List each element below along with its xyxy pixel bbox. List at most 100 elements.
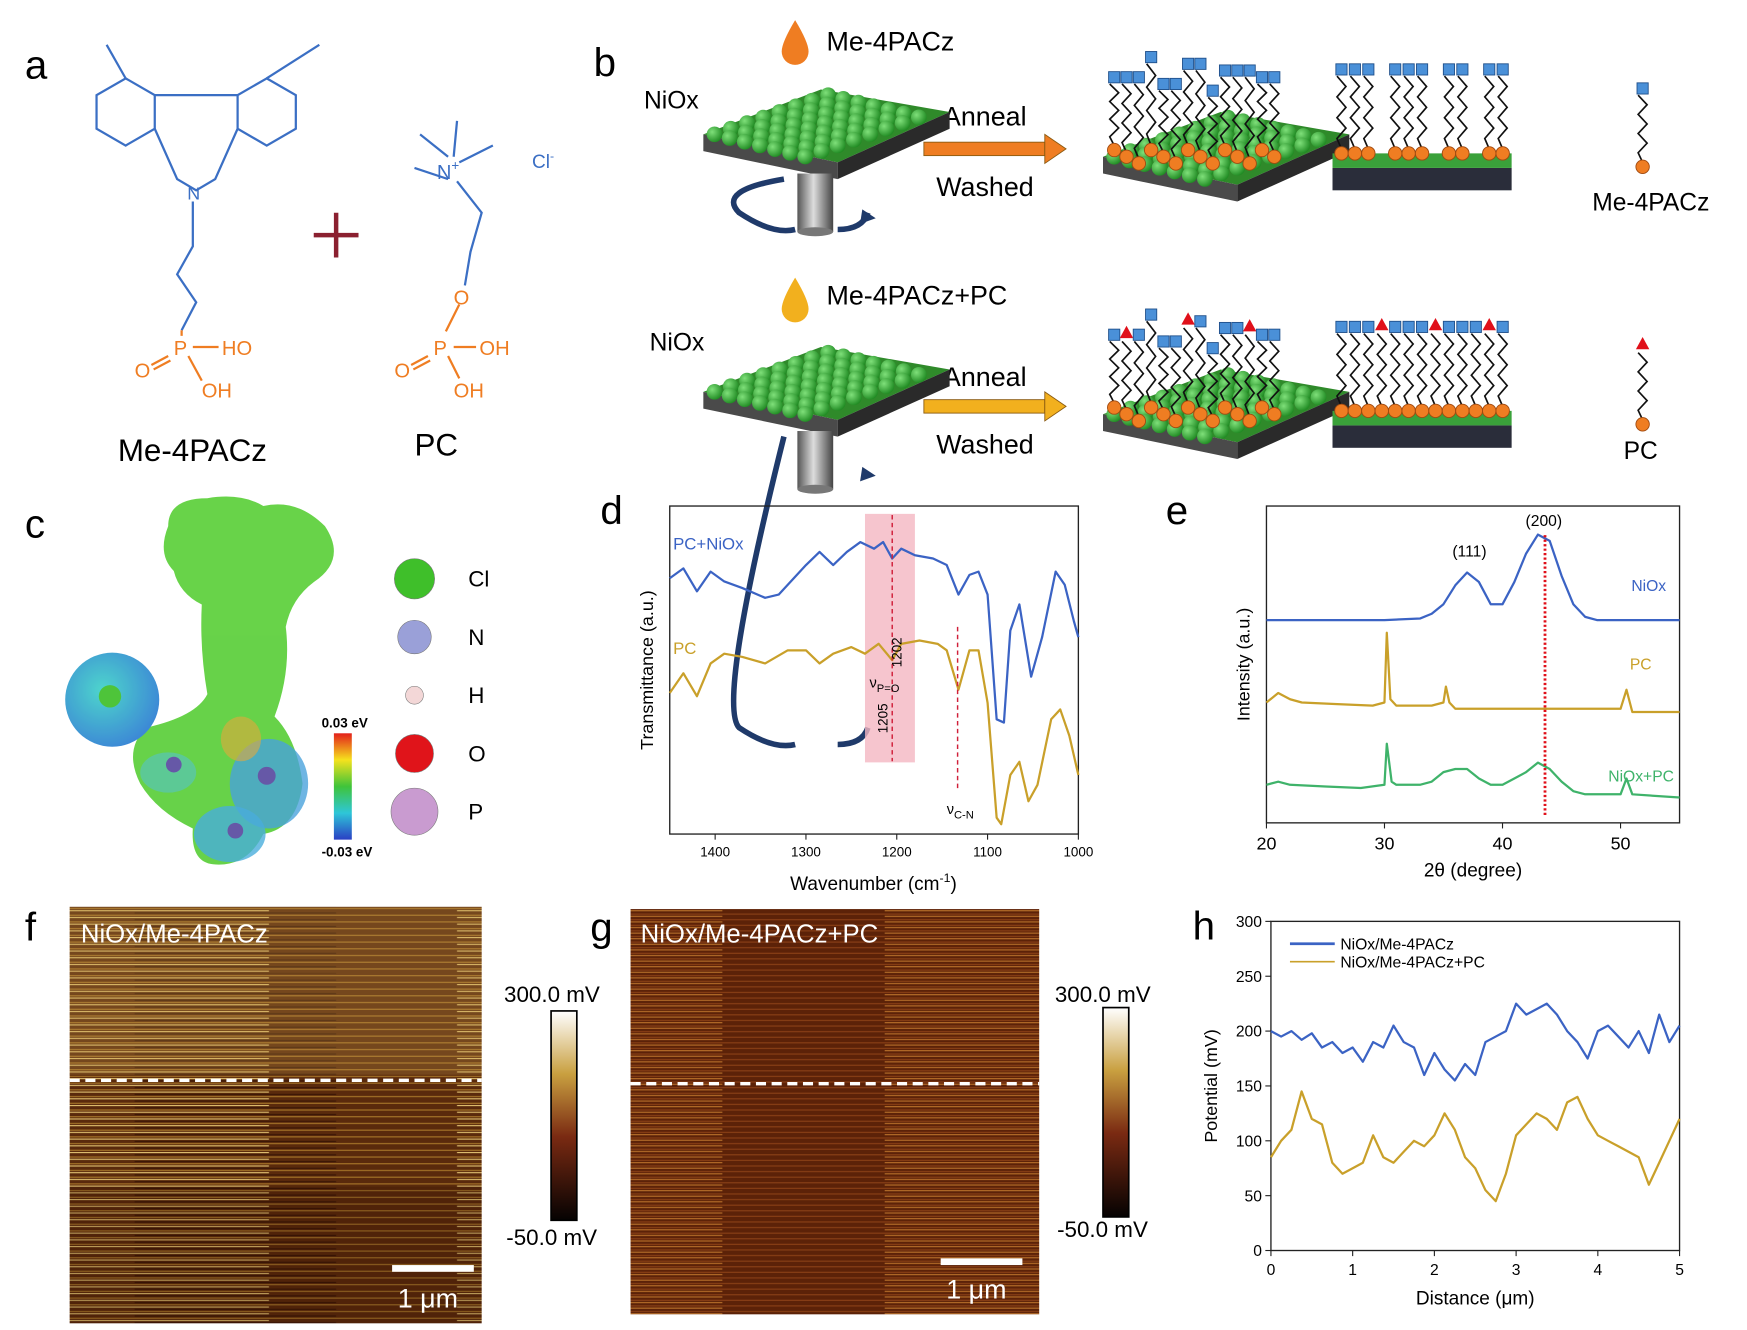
nio-nanoparticle: [1197, 428, 1213, 445]
nio-nanoparticle: [1294, 394, 1311, 411]
atom-oh-pc-1: OH: [479, 338, 509, 360]
substrate-cross-section: [1332, 167, 1512, 191]
esp-scale-min: -0.03 eV: [322, 844, 373, 859]
c-n-stretch-label: νC-N: [947, 802, 974, 821]
anchor-group: [1180, 400, 1196, 415]
carbazole-head: [1362, 320, 1375, 333]
x-tick-label: 20: [1256, 834, 1276, 854]
series-line-pc-niox: [669, 540, 1080, 724]
carbazole-head: [1416, 63, 1429, 76]
carbazole-head: [1348, 320, 1361, 333]
carbazole-head: [1218, 64, 1232, 77]
alkyl-chain: [1207, 96, 1219, 160]
nio-nanoparticle: [846, 389, 862, 406]
carbazole-head: [1469, 320, 1482, 333]
y-axis-label: Potential (mV): [1201, 1029, 1221, 1142]
anchor-group: [1482, 146, 1497, 161]
series-line-niox: [1266, 533, 1680, 622]
nio-substrate: [703, 344, 950, 437]
colorbar-max: 300.0 mV: [504, 982, 600, 1007]
alkyl-chain: [1349, 333, 1361, 407]
nio-nanoparticle: [782, 402, 798, 419]
scale-bar: [392, 1265, 474, 1272]
panel-b-label: b: [594, 40, 616, 85]
carbazole-head: [1496, 320, 1509, 333]
carbazole-head: [1636, 82, 1649, 95]
substrate-label: NiOx: [650, 329, 705, 356]
anchor-group: [1401, 146, 1416, 161]
kpfm-image-f: [69, 906, 482, 1324]
carbazole-head: [1157, 335, 1170, 348]
carbazole-head: [1389, 63, 1402, 76]
step-anneal-label: Anneal: [943, 101, 1027, 131]
alkyl-chain: [1389, 75, 1401, 150]
substrate-side: [1237, 391, 1350, 460]
carbazole-head: [1206, 84, 1219, 97]
spin-coater-base: [797, 484, 834, 494]
y-tick-label: 150: [1236, 1079, 1262, 1096]
alkyl-chain: [1443, 333, 1455, 407]
nio-nanoparticle: [1197, 171, 1213, 187]
process-arrow: [923, 399, 1046, 414]
substrate-front: [703, 391, 838, 437]
p-o-stretch-label: νP=O: [870, 675, 900, 694]
legend-label-cl: Cl: [468, 567, 489, 592]
alkyl-chain: [1456, 75, 1468, 150]
pc-head-triangle: [1181, 312, 1195, 325]
alkyl-chain: [1108, 340, 1120, 404]
step-anneal-label: Anneal: [943, 362, 1027, 392]
alkyl-chain: [1456, 333, 1468, 407]
molecule-label: Me-4PACz: [1592, 189, 1709, 216]
nio-nanoparticle: [767, 398, 783, 415]
alkyl-chain: [1429, 333, 1442, 407]
carbazole-head: [1157, 77, 1170, 91]
peak-200-label: (200): [1526, 513, 1563, 530]
rotation-arrowhead-icon: [860, 209, 876, 224]
anchor-group: [1441, 403, 1457, 419]
nio-nanoparticle: [1213, 165, 1229, 182]
atom-o: O: [135, 360, 151, 382]
anchor-group: [1242, 156, 1257, 171]
colorbar-min: -50.0 mV: [506, 1225, 597, 1250]
alkyl-chain: [1268, 340, 1280, 411]
anchor-group: [1495, 146, 1510, 161]
carbazole-head: [1108, 71, 1121, 84]
panel-e-xrd-chart: e 20 30 40 50 2θ (degree) Intensity (a.u.) (111…: [1166, 488, 1681, 882]
carbazole-head: [1483, 63, 1496, 76]
alkyl-chain: [1403, 75, 1415, 150]
alkyl-chain: [1335, 333, 1348, 407]
alkyl-chain: [1219, 76, 1231, 146]
carbazole-head: [1268, 328, 1281, 341]
carbazole-head: [1442, 63, 1455, 76]
nio-nanoparticle: [862, 383, 878, 400]
nio-nanoparticle: [1294, 137, 1311, 154]
anchor-group: [1242, 413, 1257, 429]
nio-nanoparticle: [911, 366, 927, 383]
x-tick-label: 1100: [973, 844, 1002, 859]
anchor-group: [1388, 146, 1403, 161]
alkyl-chain: [1182, 69, 1194, 146]
substrate-side: [1237, 134, 1350, 202]
nio-nanoparticle: [706, 126, 723, 143]
panel-a: a N P O HO OH Me-4PACz N+: [25, 42, 554, 468]
alkyl-chain: [1362, 75, 1374, 150]
carbazole-head: [1456, 63, 1469, 76]
alkyl-chain: [1170, 90, 1182, 160]
carbazole-head: [1402, 320, 1415, 333]
anchor-group: [1143, 400, 1159, 415]
nio-nanoparticle: [1229, 417, 1246, 434]
anchor-group: [1401, 403, 1416, 419]
nio-nanoparticle: [1213, 422, 1229, 439]
atom-p: P: [174, 338, 187, 360]
process-arrowhead: [1044, 133, 1067, 165]
anchor-group: [1119, 407, 1134, 422]
atom-p-pc: P: [434, 338, 447, 360]
legend-label: NiOx/Me-4PACz: [1340, 936, 1454, 953]
alkyl-chain: [1362, 333, 1374, 407]
anchor-group: [1414, 403, 1430, 419]
alkyl-chain: [1207, 354, 1219, 417]
x-tick-label: 1400: [700, 844, 730, 859]
y-tick-label: 250: [1236, 969, 1262, 986]
panel-label: d: [600, 488, 622, 533]
nio-nanoparticle: [752, 137, 768, 154]
